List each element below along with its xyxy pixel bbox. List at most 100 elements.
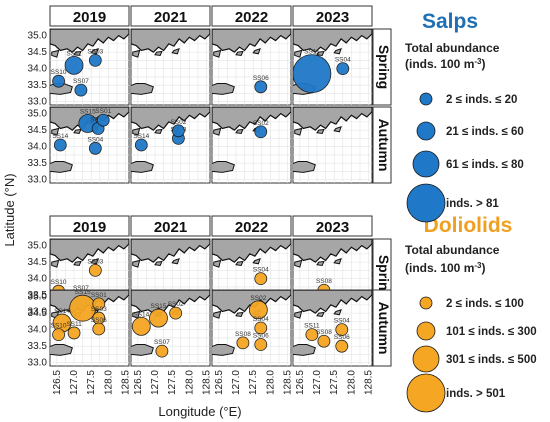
station-label-ss15: SS15: [151, 303, 167, 310]
y-tick-label: 33.0: [28, 307, 48, 318]
jeju-island: [50, 344, 73, 356]
island-3: [333, 126, 342, 133]
island-1: [213, 259, 222, 268]
station-label-ss08: SS08: [235, 331, 251, 338]
station-marker-ss03: [88, 263, 102, 277]
x-tick-label: 127.5: [86, 370, 97, 395]
y-tick-label: 35.0: [28, 241, 48, 252]
station-marker-ss07: [74, 83, 88, 97]
season-strip-spring: Spring: [376, 45, 392, 89]
station-label-ss08: SS08: [316, 329, 332, 336]
map-panel-salps-2023-autumn: [292, 106, 373, 184]
season-strip-spring: Spring: [376, 255, 392, 299]
season-strip-autumn: Autumn: [376, 302, 392, 355]
station-marker-ss02: [171, 124, 185, 138]
salps-legend-title: Salps: [422, 10, 478, 33]
jeju-island: [131, 344, 154, 356]
island-2: [154, 260, 163, 266]
jeju-island: [293, 344, 316, 356]
y-tick-label: 34.5: [28, 257, 48, 268]
island-2: [73, 260, 82, 266]
station-marker-ss04: [335, 323, 349, 337]
station-marker-ss10: [52, 328, 65, 342]
station-label-ss11: SS11: [66, 50, 82, 57]
station-marker-ss01: [96, 113, 110, 127]
y-tick-label: 33.5: [28, 290, 48, 301]
legend-entry-label: 2 ≤ inds. ≤ 20: [446, 94, 517, 106]
station-marker-ss04: [254, 272, 268, 286]
legend-marker-3: [412, 345, 440, 373]
mainland-coast: [50, 29, 129, 53]
station-label-ss02: SS02: [168, 301, 184, 308]
station-marker-ss06: [335, 339, 349, 353]
island-2: [235, 311, 244, 317]
station-marker-ss14: [134, 138, 148, 152]
legend-entry-label: 21 ≤ inds. ≤ 60: [446, 126, 524, 138]
island-1: [294, 49, 303, 58]
island-1: [294, 259, 303, 268]
mainland-coast: [293, 239, 372, 263]
station-markers: SS15 SS14 SS10 SS11 SS01 SS03 SS06: [51, 289, 107, 342]
year-header-2022: 2022: [235, 219, 268, 236]
station-marker-ss08: [317, 334, 331, 348]
island-2: [154, 50, 163, 56]
station-markers: SS04: [253, 267, 269, 286]
station-marker-ss14: [53, 138, 67, 152]
year-header-box: [130, 215, 211, 237]
panel-strips: 2019 2021 2022 2023 Spring Autumn 2019 2021 2022…: [49, 5, 392, 367]
map-panel-salps-2019-autumn: SS14SS15SS04SS02SS01: [49, 106, 130, 184]
map-panel-salps-2022-spring: SS06: [211, 28, 292, 106]
station-label-ss11: SS11: [66, 321, 82, 328]
land-masses: [131, 29, 210, 95]
island-1: [132, 127, 141, 136]
x-tick-label: 128.5: [283, 370, 294, 395]
island-2: [235, 128, 244, 134]
map-panel-salps-2023-spring: SS11 SS04: [292, 28, 373, 106]
station-label-ss10: SS10: [51, 69, 67, 76]
x-tick-label: 128.5: [202, 370, 213, 395]
station-marker-ss02: [248, 300, 268, 320]
station-marker-ss06: [254, 80, 268, 94]
season-strip-box: [372, 289, 392, 367]
station-markers: SS14SS03SS02: [133, 119, 187, 152]
doliolids-legend-subtitle: Total abundance: [405, 243, 500, 257]
station-marker-ss11: [293, 54, 332, 94]
y-tick-label: 33.5: [28, 158, 48, 169]
legend-entry-label: 301 ≤ inds. ≤ 500: [446, 354, 537, 366]
legend-marker-1: [419, 92, 433, 106]
island-2: [154, 128, 163, 134]
x-tick-label: 127.0: [231, 370, 242, 395]
map-panel-doliolids-2019-autumn: SS15 SS14 SS10 SS11 SS01 SS03 SS06: [49, 289, 130, 367]
island-2: [235, 50, 244, 56]
station-marker-ss06: [92, 322, 106, 336]
station-label-ss15: SS15: [75, 289, 91, 296]
mainland-coast: [293, 290, 372, 314]
mainland-coast: [212, 29, 291, 53]
y-tick-label: 35.0: [28, 109, 48, 120]
y-tick-label: 34.0: [28, 325, 48, 336]
island-1: [294, 127, 303, 136]
mainland-coast: [293, 107, 372, 131]
island-2: [235, 260, 244, 266]
year-header-2019: 2019: [73, 9, 106, 26]
season-strip-autumn: Autumn: [376, 119, 392, 172]
island-2: [316, 128, 325, 134]
mainland-coast: [131, 239, 210, 263]
island-3: [90, 48, 99, 55]
station-marker-ss02: [169, 306, 183, 320]
legend-marker-4: [406, 183, 446, 223]
mainland-coast: [50, 239, 129, 263]
station-markers: SS10 SS11 SS03 SS07: [51, 48, 104, 97]
year-header-box: [49, 215, 130, 237]
station-label-ss02: SS02: [170, 119, 186, 126]
station-label-ss03: SS03: [91, 306, 107, 313]
land-masses: [50, 29, 129, 95]
mainland-coast: [293, 29, 372, 53]
station-label-ss14: SS14: [133, 311, 149, 318]
land-masses: [212, 107, 291, 173]
station-marker-ss04: [254, 321, 268, 335]
island-1: [132, 49, 141, 58]
